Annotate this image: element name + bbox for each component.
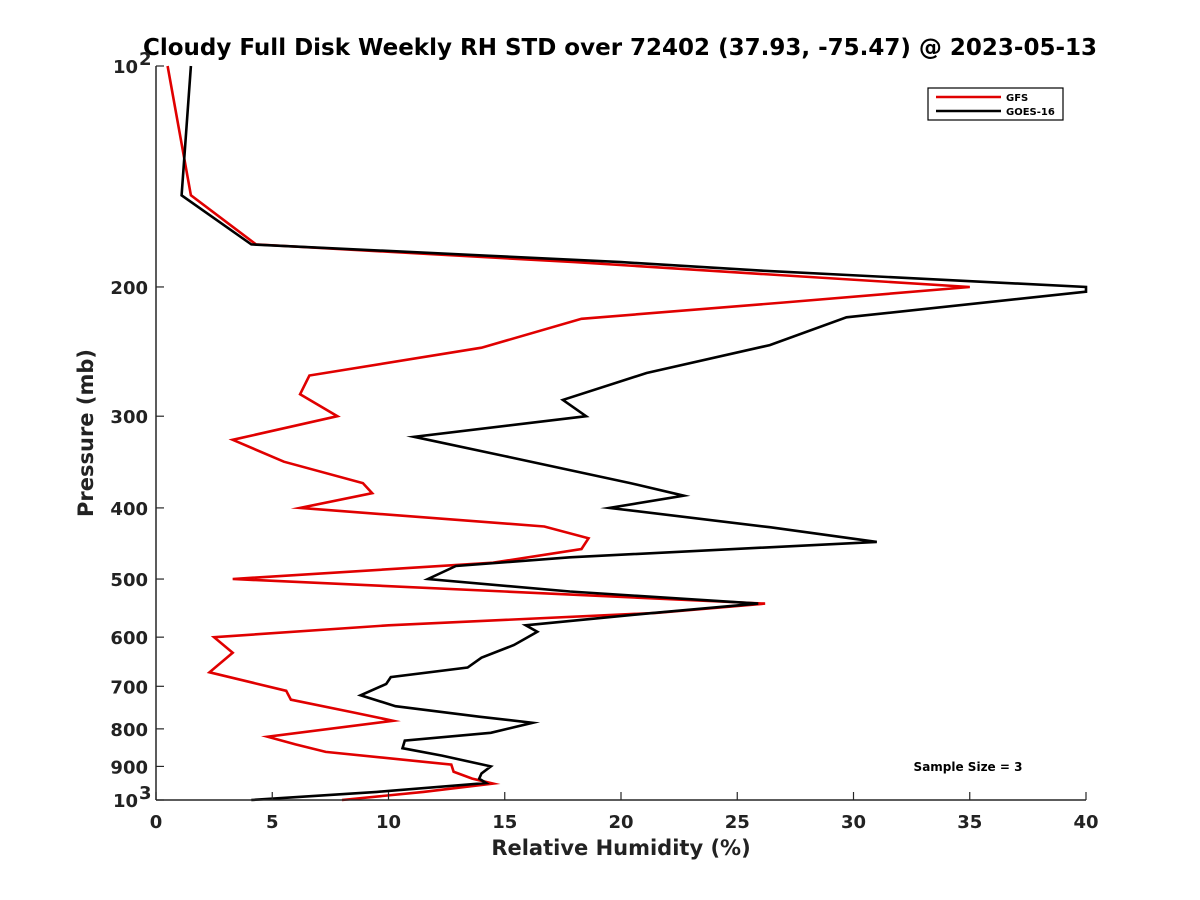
x-tick-label: 25 xyxy=(725,812,750,833)
x-tick-label: 10 xyxy=(376,812,401,833)
y-tick-label: 300 xyxy=(110,407,148,428)
y-tick-label: 400 xyxy=(110,499,148,520)
y-tick-label: 10 xyxy=(113,57,138,78)
series-line-gfs xyxy=(166,65,970,802)
chart-title: Cloudy Full Disk Weekly RH STD over 7240… xyxy=(143,35,1097,61)
x-ticks: 0 5 10 15 20 25 30 35 40 xyxy=(150,792,1099,833)
series-layer xyxy=(166,65,1088,802)
legend-label-gfs: GFS xyxy=(1006,93,1028,104)
y-tick-label: 10 xyxy=(113,791,138,812)
y-tick-label: 900 xyxy=(110,757,148,778)
legend-box xyxy=(927,87,1064,121)
y-tick-label: 600 xyxy=(110,628,148,649)
x-tick-label: 40 xyxy=(1073,812,1098,833)
y-tick-label: 800 xyxy=(110,720,148,741)
x-tick-label: 20 xyxy=(608,812,633,833)
y-tick-label: 200 xyxy=(110,278,148,299)
plot-area xyxy=(156,66,1086,800)
y-tick-exponent: 3 xyxy=(139,783,152,804)
legend: GFS GOES-16 xyxy=(927,87,1064,121)
y-tick-label: 500 xyxy=(110,570,148,591)
sample-size-annotation: Sample Size = 3 xyxy=(914,760,1023,774)
x-axis-label: Relative Humidity (%) xyxy=(491,836,750,860)
y-tick-exponent: 2 xyxy=(139,49,152,70)
x-tick-label: 15 xyxy=(492,812,517,833)
x-tick-label: 5 xyxy=(266,812,279,833)
legend-label-goes16: GOES-16 xyxy=(1006,107,1055,118)
series-line-goes-16 xyxy=(180,65,1088,802)
y-axis-label: Pressure (mb) xyxy=(74,349,98,517)
y-tick-label: 700 xyxy=(110,677,148,698)
x-tick-label: 35 xyxy=(957,812,982,833)
x-tick-label: 0 xyxy=(150,812,163,833)
x-tick-label: 30 xyxy=(841,812,866,833)
